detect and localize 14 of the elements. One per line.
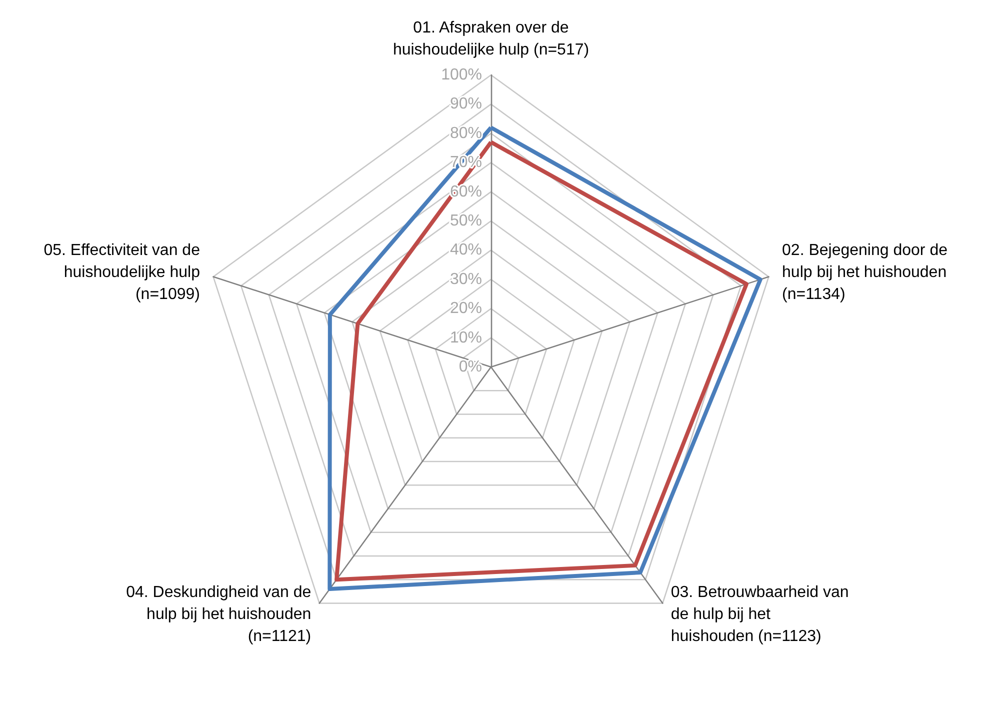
spoke-label: 01. Afspraken over de huishoudelijke hulp (n=517) bbox=[392, 20, 590, 58]
y-tick-label: 30% bbox=[450, 270, 482, 288]
y-tick-label: 0% bbox=[458, 358, 482, 376]
y-tick-label: 40% bbox=[450, 242, 482, 259]
spoke-label: 05. Effectiviteit van de huishoudelijke hulp (n=1099) bbox=[44, 242, 200, 303]
y-tick-label: 100% bbox=[441, 66, 482, 84]
y-tick-label: 20% bbox=[450, 300, 482, 318]
spoke-label: 03. Betrouwbaarheid van de hulp bij het huishouden (n=1123) bbox=[670, 584, 849, 646]
y-tick-label: 10% bbox=[450, 329, 482, 346]
y-tick-label: 90% bbox=[450, 96, 482, 113]
spoke-label: 04. Deskundigheid van de hulp bij het huishouden (n=1121) bbox=[126, 584, 312, 646]
spoke-label: 02. Bejegening door de hulp bij het huishouden (n=1134) bbox=[782, 242, 948, 303]
y-tick-label: 80% bbox=[450, 124, 482, 142]
y-tick-label: 50% bbox=[450, 212, 482, 230]
